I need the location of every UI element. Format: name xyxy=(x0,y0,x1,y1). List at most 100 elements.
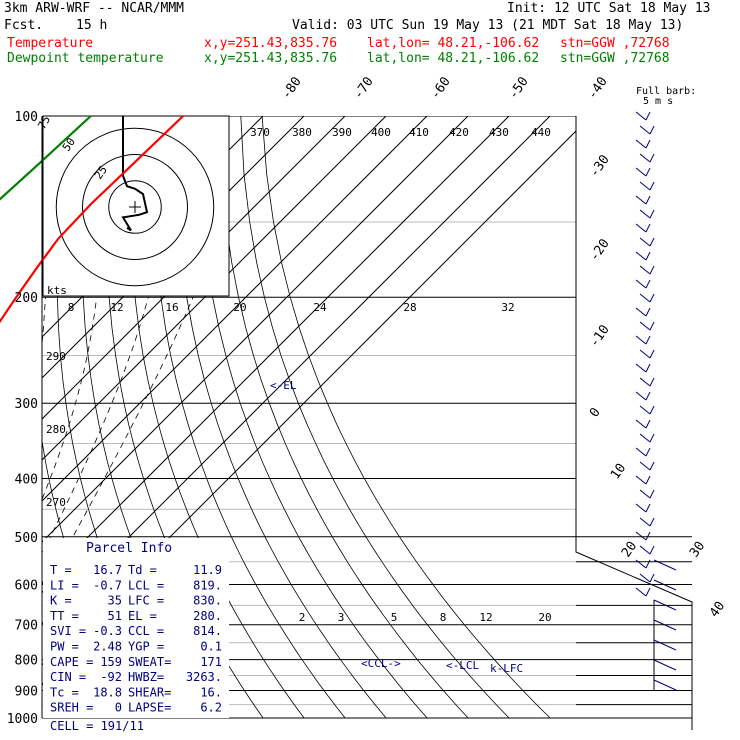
pressure-label-900: 900 xyxy=(15,684,38,699)
hodograph-ring-75 xyxy=(55,127,215,287)
legend-dewpoint-latlon: lat,lon= 48.21,-106.62 xyxy=(367,51,540,66)
wind-barb-feather xyxy=(645,195,651,205)
dry-adiabat-400 xyxy=(153,116,346,718)
mixing-ratio-label-12: 12 xyxy=(479,611,492,624)
moist-adiabat-20 xyxy=(0,297,1,718)
wind-barb xyxy=(635,139,647,149)
isotherm-label-0: 0 xyxy=(587,405,604,420)
barb-legend-title: Full barb: xyxy=(636,86,696,97)
parcel-info-cell: CELL = 191/11 xyxy=(50,719,144,733)
legend-temperature-latlon: lat,lon= 48.21,-106.62 xyxy=(367,36,540,51)
parcel-info-value: 16.7 xyxy=(93,563,122,577)
mixing-ratio-label-2: 2 xyxy=(299,611,306,624)
parcel-info-value: 830. xyxy=(193,594,222,608)
moist-adiabat-label-24: 24 xyxy=(313,301,327,314)
parcel-info-value: 0 xyxy=(115,701,122,715)
wind-barb xyxy=(639,209,651,219)
wind-barb-feather xyxy=(645,447,651,457)
isotherm-label-30: 30 xyxy=(687,539,708,560)
isotherm-0 xyxy=(42,116,428,502)
wind-barb-feather xyxy=(645,419,651,429)
wind-barb-feather xyxy=(645,503,651,513)
wind-barb xyxy=(635,279,647,289)
pressure-label-1000: 1000 xyxy=(7,712,38,727)
parcel-info-value: -0.3 xyxy=(93,624,122,638)
wind-barb-feather xyxy=(649,461,655,471)
isotherm-label--70: -70 xyxy=(351,74,377,102)
wind-barb-feather xyxy=(649,489,655,499)
wind-barb-feather xyxy=(649,517,655,527)
moist-adiabat-label-12: 12 xyxy=(110,301,123,314)
isotherm--20 xyxy=(42,116,346,420)
lcl-label: <-LCL xyxy=(446,659,479,672)
parcel-info-label: T = xyxy=(50,563,72,577)
dry-adiabat-label-270: 270 xyxy=(46,496,66,509)
isotherm-label-10: 10 xyxy=(608,461,629,482)
dry-adiabat-410 xyxy=(175,116,387,718)
wind-barb xyxy=(639,573,651,583)
wind-barb-feather xyxy=(645,363,651,373)
parcel-info-label: SVI = xyxy=(50,624,86,638)
wind-barb-feather xyxy=(645,307,651,317)
parcel-info-label: CCL = xyxy=(128,624,164,638)
parcel-info-value: 16. xyxy=(200,685,222,699)
wind-barb xyxy=(639,517,651,527)
parcel-info-label: Td = xyxy=(128,563,157,577)
parcel-info-label: HWBZ= xyxy=(128,670,164,684)
wind-barb-feather xyxy=(649,405,655,415)
lfc-label: k-LFC xyxy=(490,662,523,675)
isotherm-label--60: -60 xyxy=(428,74,454,102)
isotherm-label--40: -40 xyxy=(585,74,611,102)
wind-barb xyxy=(635,167,647,177)
mixing-ratio-label-5: 5 xyxy=(391,611,398,624)
wind-barb-feather xyxy=(649,237,655,247)
sounding-profiles xyxy=(0,115,184,324)
wind-barb-feather xyxy=(645,531,651,541)
wind-barb-feather xyxy=(649,573,655,583)
parcel-info-value: 814. xyxy=(193,624,222,638)
wind-barb xyxy=(639,293,651,303)
parcel-info-value: 51 xyxy=(108,609,122,623)
pressure-label-200: 200 xyxy=(15,291,38,306)
mixing-ratio-label-3: 3 xyxy=(338,611,345,624)
legend-temperature-xy: x,y=251.43,835.76 xyxy=(204,36,338,51)
pressure-label-700: 700 xyxy=(15,619,38,634)
moist-adiabat-label-20: 20 xyxy=(233,301,246,314)
parcel-info-value: -92 xyxy=(100,670,122,684)
parcel-info-value: 0.1 xyxy=(200,640,222,654)
forecast-label: Fcst. xyxy=(4,18,44,33)
legend-temperature-station: stn=GGW ,72768 xyxy=(560,36,670,51)
mixing-ratio-label-20: 20 xyxy=(538,611,551,624)
dry-adiabat-label-290: 290 xyxy=(46,350,66,363)
theta-label-370: 370 xyxy=(250,126,270,139)
pressure-label-500: 500 xyxy=(15,531,38,546)
valid-time: Valid: 03 UTC Sun 19 May 13 (21 MDT Sat … xyxy=(292,18,684,33)
isotherm--10 xyxy=(42,116,387,461)
isotherm-label-40: 40 xyxy=(707,599,728,620)
parcel-info-label: SREH = xyxy=(50,701,93,715)
legend-dewpoint-name: Dewpoint temperature xyxy=(7,51,164,66)
theta-label-410: 410 xyxy=(409,126,429,139)
parcel-info-label: PW = xyxy=(50,640,79,654)
moist-adiabat-label-28: 28 xyxy=(403,301,416,314)
theta-label-420: 420 xyxy=(449,126,469,139)
parcel-info-value: 280. xyxy=(193,609,222,623)
hodograph-trace xyxy=(121,116,149,232)
mixing-ratio-label-8: 8 xyxy=(440,611,447,624)
parcel-info-label: EL = xyxy=(128,609,157,623)
wind-barb xyxy=(635,111,647,121)
wind-barb xyxy=(635,587,647,597)
barb-legend-units: 5 m s xyxy=(643,96,673,107)
dry-adiabat-label-280: 280 xyxy=(46,423,66,436)
parcel-info-label: YGP = xyxy=(128,640,164,654)
theta-label-380: 380 xyxy=(292,126,312,139)
wind-barb-column xyxy=(635,111,677,691)
wind-barb xyxy=(639,321,651,331)
hodograph-ring-label-75: 75 xyxy=(35,114,53,132)
wind-barb xyxy=(635,447,647,457)
wind-barb-feather xyxy=(645,251,651,261)
parcel-info-value: 819. xyxy=(193,578,222,592)
wind-barb-feather xyxy=(649,153,655,163)
moist-adiabat-32 xyxy=(42,297,149,555)
ccl-label: <CCL-> xyxy=(361,657,401,670)
